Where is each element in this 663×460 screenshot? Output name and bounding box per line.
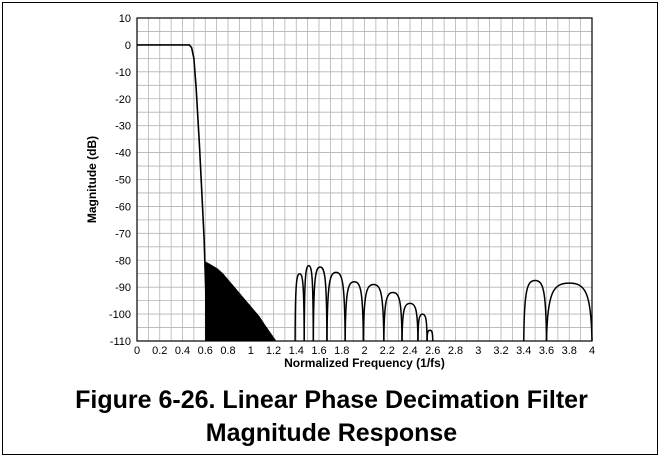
x-tick-label: 0.2 xyxy=(152,345,167,357)
y-tick-label: -90 xyxy=(115,282,131,294)
y-tick-label: -40 xyxy=(115,148,131,160)
plot-area-border xyxy=(136,17,593,342)
x-tick-label: 0.4 xyxy=(175,345,190,357)
x-tick-label: 0.8 xyxy=(220,345,235,357)
stopband-lobe xyxy=(312,266,328,342)
x-tick-label: 1.8 xyxy=(334,345,349,357)
x-tick-label: 3.8 xyxy=(562,345,577,357)
x-tick-label: 3 xyxy=(475,345,481,357)
response-curve xyxy=(137,44,593,342)
y-tick-label: -110 xyxy=(110,336,131,348)
x-tick-label: 1 xyxy=(248,345,254,357)
x-tick-label: 4 xyxy=(589,345,595,357)
stopband-lobe xyxy=(326,271,346,342)
stopband-lobe xyxy=(303,264,315,342)
stopband-lobe xyxy=(426,329,434,342)
y-tick-label: 0 xyxy=(125,40,131,52)
x-axis-tick-labels: 0 0.2 0.4 0.6 0.8 1 1.2 1.4 1.6 1.8 2 2.2 2.4 2.6 2.8 3… xyxy=(134,345,595,357)
x-tick-label: 2.2 xyxy=(380,345,395,357)
x-tick-label: 3.6 xyxy=(539,345,554,357)
stopband-lobe xyxy=(417,313,428,342)
x-tick-label: 1.2 xyxy=(266,345,281,357)
x-tick-label: 1.6 xyxy=(311,345,326,357)
y-axis-tick-labels: 10 0 -10 -20 -30 -40 -50 -60 -70 -80 -90 -100 -110 xyxy=(109,13,131,348)
y-tick-label: -10 xyxy=(115,67,131,79)
stopband-lobe xyxy=(383,291,403,342)
x-tick-label: 3.4 xyxy=(516,345,531,357)
x-tick-label: 3.2 xyxy=(493,345,508,357)
stopband-lobe xyxy=(344,281,365,342)
y-tick-label: -80 xyxy=(115,255,131,267)
passband-curve xyxy=(137,44,208,342)
y-tick-label: -50 xyxy=(115,175,131,187)
stopband-lobe xyxy=(545,282,593,342)
y-tick-label: -30 xyxy=(115,121,131,133)
stopband-lobe xyxy=(362,283,385,342)
x-tick-label: 0 xyxy=(134,345,140,357)
stopband-lobe xyxy=(401,302,419,342)
x-axis-label: Normalized Frequency (1/fs) xyxy=(284,356,445,370)
figure-caption-line-2: Magnitude Response xyxy=(205,419,458,447)
y-tick-label: 10 xyxy=(119,13,131,25)
y-tick-label: -70 xyxy=(115,228,131,240)
y-tick-label: -20 xyxy=(115,94,131,106)
x-tick-label: 2.4 xyxy=(402,345,417,357)
stopband-lobe xyxy=(294,272,305,342)
x-tick-label: 1.4 xyxy=(289,345,304,357)
magnitude-response-chart: 0 0.2 0.4 0.6 0.8 1 1.2 1.4 1.6 1.8 2 2.2 2.4 2.6 2.8 3… xyxy=(85,13,595,370)
y-tick-label: -100 xyxy=(109,309,131,321)
x-tick-label: 0.6 xyxy=(198,345,213,357)
x-tick-label: 2.8 xyxy=(448,345,463,357)
x-tick-label: 2.6 xyxy=(425,345,440,357)
y-axis-label: Magnitude (dB) xyxy=(85,136,99,223)
x-tick-label: 2 xyxy=(361,345,367,357)
stopband-lobe xyxy=(273,338,276,342)
y-tick-label: -60 xyxy=(115,201,131,213)
figure-caption-line-1: Figure 6-26. Linear Phase Decimation Fil… xyxy=(75,386,588,414)
stopband-lobe xyxy=(523,279,548,342)
